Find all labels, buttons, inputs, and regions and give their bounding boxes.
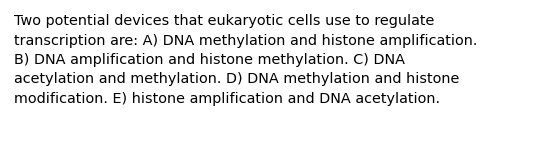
Text: acetylation and methylation. D) DNA methylation and histone: acetylation and methylation. D) DNA meth… — [14, 73, 459, 86]
Text: transcription are: A) DNA methylation and histone amplification.: transcription are: A) DNA methylation an… — [14, 33, 478, 47]
Text: modification. E) histone amplification and DNA acetylation.: modification. E) histone amplification a… — [14, 92, 440, 106]
Text: B) DNA amplification and histone methylation. C) DNA: B) DNA amplification and histone methyla… — [14, 53, 405, 67]
Text: Two potential devices that eukaryotic cells use to regulate: Two potential devices that eukaryotic ce… — [14, 14, 434, 28]
